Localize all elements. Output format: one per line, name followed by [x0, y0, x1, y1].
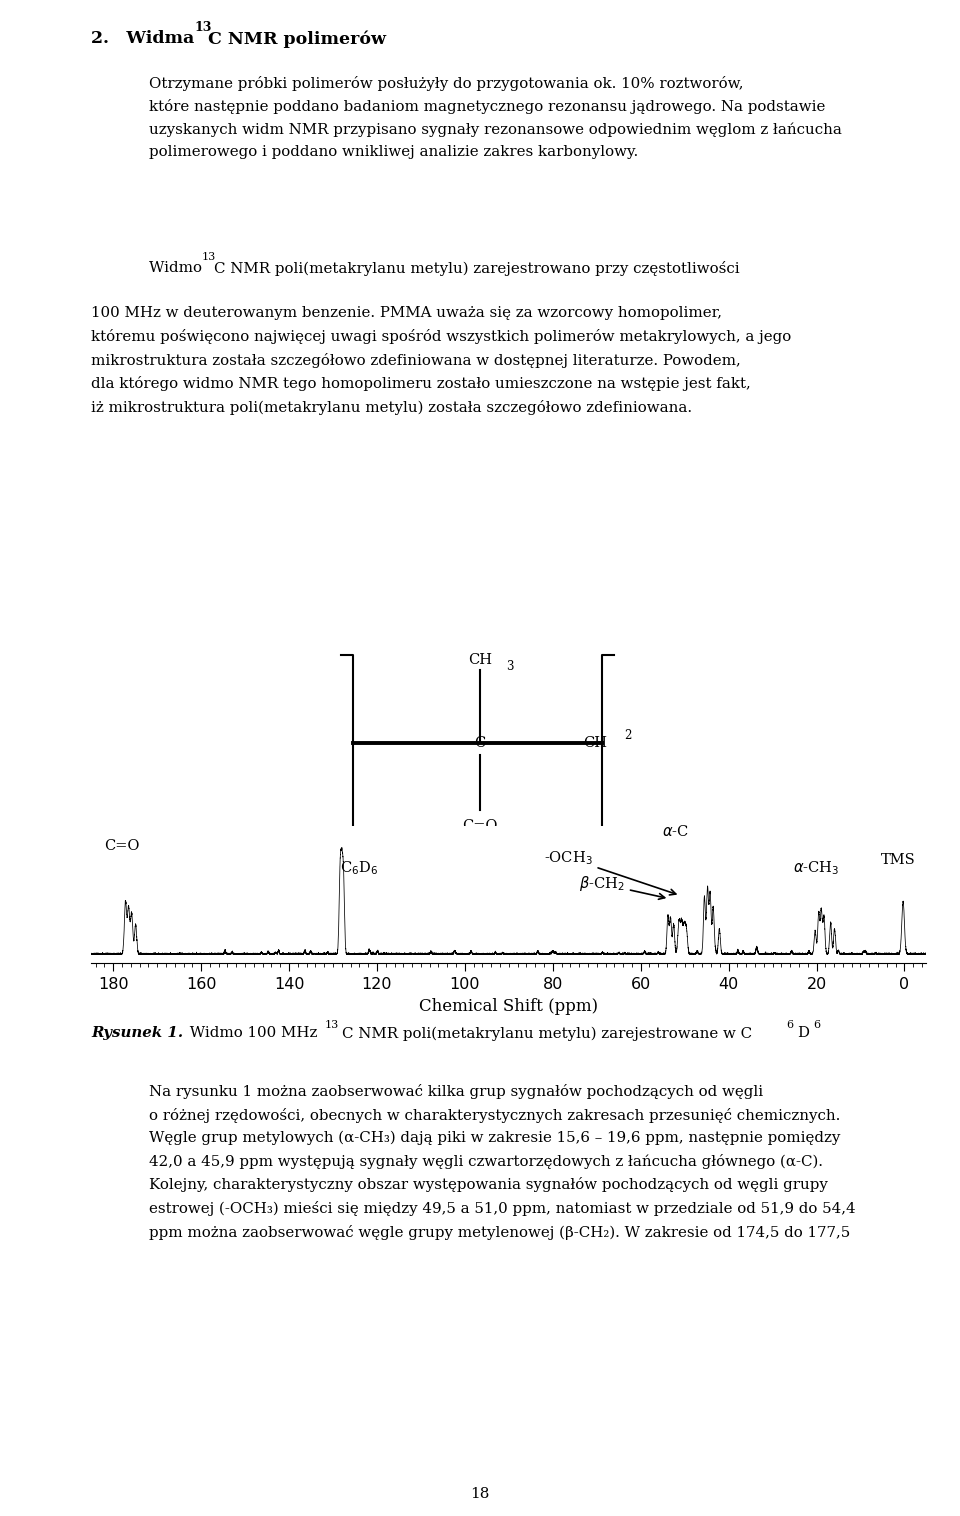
Text: Widmo 100 MHz: Widmo 100 MHz — [185, 1026, 323, 1040]
Text: 6: 6 — [813, 1020, 820, 1031]
Text: Otrzymane próbki polimerów posłużyły do przygotowania ok. 10% roztworów,
które n: Otrzymane próbki polimerów posłużyły do … — [149, 76, 842, 159]
Text: C NMR poli(metakrylanu metylu) zarejestrowane w C: C NMR poli(metakrylanu metylu) zarejestr… — [342, 1026, 752, 1040]
Text: 13: 13 — [324, 1020, 339, 1031]
Text: C NMR polimerów: C NMR polimerów — [208, 30, 386, 49]
Text: $\beta$-CH$_2$: $\beta$-CH$_2$ — [579, 875, 664, 899]
Text: CH: CH — [512, 897, 536, 913]
Text: TMS: TMS — [880, 852, 915, 867]
X-axis label: Chemical Shift (ppm): Chemical Shift (ppm) — [420, 999, 598, 1016]
Text: 6: 6 — [786, 1020, 793, 1031]
Text: 13: 13 — [202, 252, 216, 262]
Text: CH: CH — [468, 653, 492, 667]
Text: CH: CH — [584, 735, 608, 750]
Text: 13: 13 — [195, 21, 212, 35]
Text: -OCH$_3$: -OCH$_3$ — [544, 849, 676, 894]
Text: n: n — [630, 897, 639, 911]
Text: 3: 3 — [552, 891, 560, 904]
Text: C=O: C=O — [463, 819, 497, 834]
Text: Widmo: Widmo — [149, 261, 206, 274]
Text: 2. Widma: 2. Widma — [91, 30, 201, 47]
Text: C$_6$D$_6$: C$_6$D$_6$ — [340, 860, 378, 878]
Text: Rysunek 1.: Rysunek 1. — [91, 1026, 183, 1040]
Text: $\alpha$-CH$_3$: $\alpha$-CH$_3$ — [793, 860, 840, 878]
Text: 2: 2 — [624, 729, 632, 741]
Text: O: O — [441, 897, 452, 913]
Text: 100 MHz w deuterowanym benzenie. PMMA uważa się za wzorcowy homopolimer,
któremu: 100 MHz w deuterowanym benzenie. PMMA uw… — [91, 306, 791, 415]
Text: D: D — [797, 1026, 808, 1040]
Text: 3: 3 — [506, 659, 514, 673]
Text: 18: 18 — [470, 1487, 490, 1501]
Text: C: C — [474, 735, 486, 750]
Text: $\alpha$-C: $\alpha$-C — [662, 825, 689, 838]
Text: Na rysunku 1 można zaobserwować kilka grup sygnałów pochodzących od węgli
o różn: Na rysunku 1 można zaobserwować kilka gr… — [149, 1084, 855, 1240]
Text: C=O: C=O — [105, 838, 140, 854]
Text: C NMR poli(metakrylanu metylu) zarejestrowano przy częstotliwości: C NMR poli(metakrylanu metylu) zarejestr… — [214, 261, 740, 276]
